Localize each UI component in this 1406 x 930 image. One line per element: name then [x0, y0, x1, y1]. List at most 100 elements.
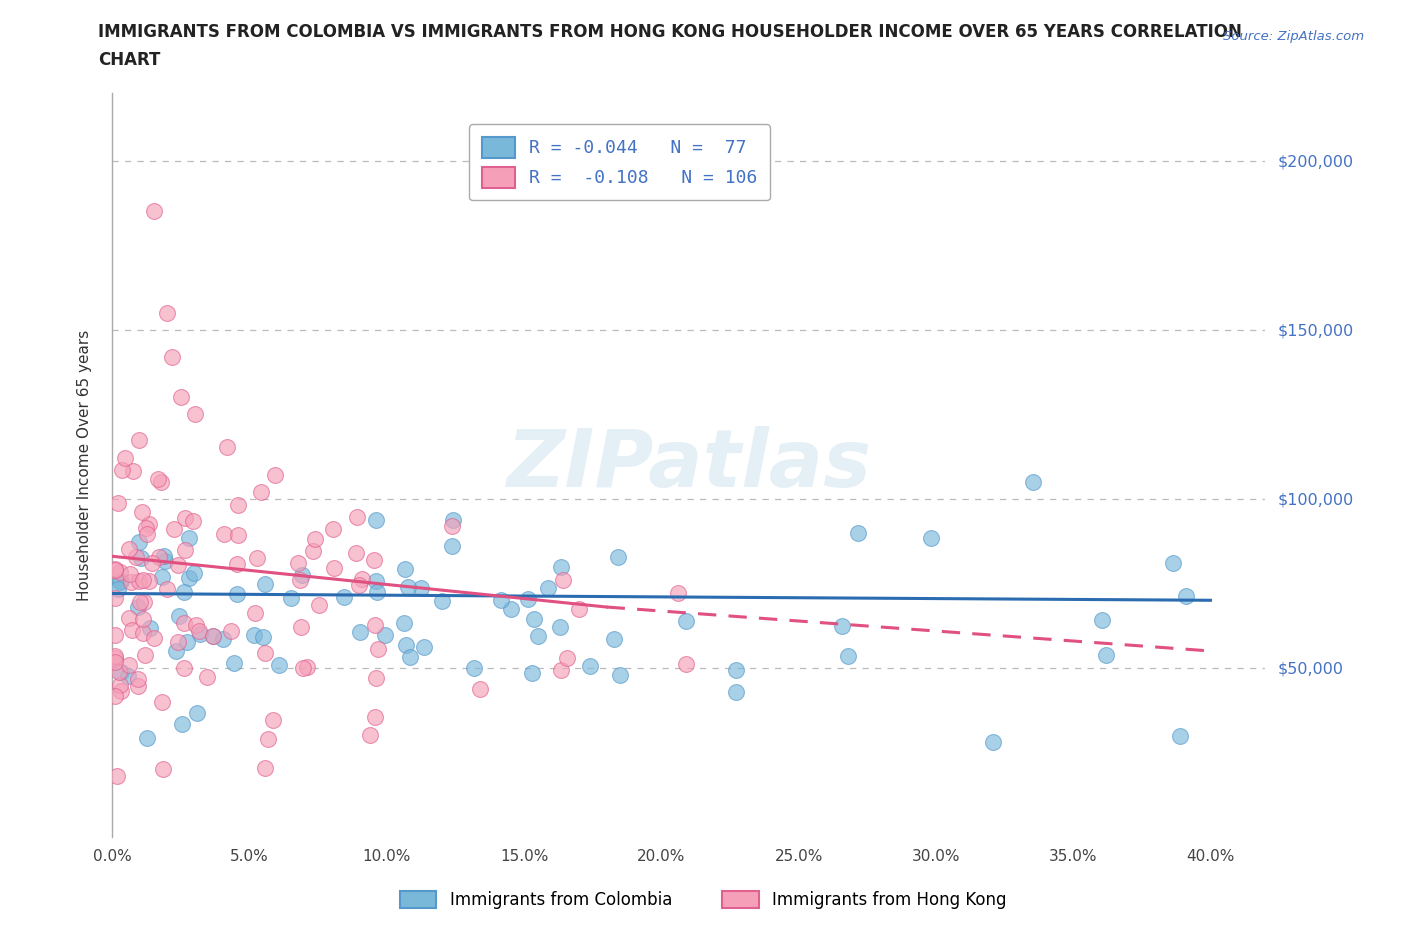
Point — [132, 612, 155, 627]
Point — [254, 761, 277, 776]
Point — [215, 440, 238, 455]
Point — [287, 555, 309, 570]
Point — [550, 559, 572, 574]
Point — [110, 684, 132, 698]
Point — [413, 640, 436, 655]
Point — [114, 450, 136, 465]
Point — [221, 624, 243, 639]
Point — [568, 602, 591, 617]
Point — [152, 549, 174, 564]
Point — [253, 645, 276, 660]
Point — [395, 638, 418, 653]
Point — [118, 611, 141, 626]
Point — [141, 555, 163, 570]
Point — [290, 619, 312, 634]
Point — [288, 572, 311, 587]
Point — [579, 658, 602, 673]
Point — [104, 650, 127, 665]
Point — [108, 678, 131, 693]
Point — [225, 557, 247, 572]
Point — [188, 627, 211, 642]
Point — [195, 670, 218, 684]
Point — [153, 553, 176, 568]
Point — [392, 616, 415, 631]
Point — [846, 525, 869, 540]
Point — [173, 512, 195, 526]
Point — [441, 519, 464, 534]
Point — [1168, 728, 1191, 743]
Point — [121, 464, 143, 479]
Point — [226, 527, 249, 542]
Point — [609, 668, 631, 683]
Point — [367, 642, 389, 657]
Point — [1095, 647, 1118, 662]
Point — [308, 598, 330, 613]
Point — [725, 662, 748, 677]
Point — [555, 651, 578, 666]
Point — [323, 561, 346, 576]
Point — [129, 551, 152, 565]
Point — [226, 586, 249, 601]
Text: CHART: CHART — [98, 51, 160, 69]
Point — [366, 585, 388, 600]
Point — [1161, 556, 1184, 571]
Point — [349, 625, 371, 640]
Point — [152, 694, 174, 709]
Point — [177, 530, 200, 545]
Point — [242, 627, 264, 642]
Point — [173, 660, 195, 675]
Point — [134, 648, 156, 663]
Point — [156, 305, 179, 320]
Point — [142, 204, 165, 219]
Point — [537, 580, 560, 595]
Point — [363, 552, 385, 567]
Point — [104, 591, 127, 605]
Point — [104, 649, 127, 664]
Point — [463, 660, 485, 675]
Point — [359, 727, 381, 742]
Point — [527, 628, 550, 643]
Point — [675, 657, 697, 671]
Point — [394, 562, 416, 577]
Point — [347, 578, 370, 593]
Point — [138, 516, 160, 531]
Point — [107, 665, 129, 680]
Point — [226, 498, 249, 512]
Point — [1022, 474, 1045, 489]
Point — [121, 622, 143, 637]
Point — [128, 594, 150, 609]
Point — [132, 594, 155, 609]
Point — [292, 660, 315, 675]
Point — [297, 659, 319, 674]
Point — [152, 570, 174, 585]
Point — [139, 620, 162, 635]
Point — [132, 573, 155, 588]
Point — [118, 658, 141, 672]
Point — [280, 591, 302, 605]
Point — [831, 618, 853, 633]
Point — [104, 561, 127, 576]
Y-axis label: Householder Income Over 65 years: Householder Income Over 65 years — [77, 329, 91, 601]
Point — [186, 618, 208, 632]
Point — [257, 732, 280, 747]
Point — [202, 629, 225, 644]
Point — [920, 530, 942, 545]
Point — [243, 605, 266, 620]
Point — [489, 592, 512, 607]
Point — [364, 710, 387, 724]
Point — [120, 566, 142, 581]
Point — [128, 432, 150, 447]
Point — [131, 504, 153, 519]
Point — [551, 572, 574, 587]
Point — [249, 485, 271, 499]
Text: Source: ZipAtlas.com: Source: ZipAtlas.com — [1223, 30, 1364, 43]
Point — [253, 577, 276, 591]
Point — [108, 565, 131, 580]
Point — [517, 591, 540, 606]
Point — [184, 406, 207, 421]
Point — [165, 644, 187, 658]
Point — [304, 532, 326, 547]
Point — [981, 735, 1004, 750]
Point — [374, 628, 396, 643]
Point — [167, 608, 190, 623]
